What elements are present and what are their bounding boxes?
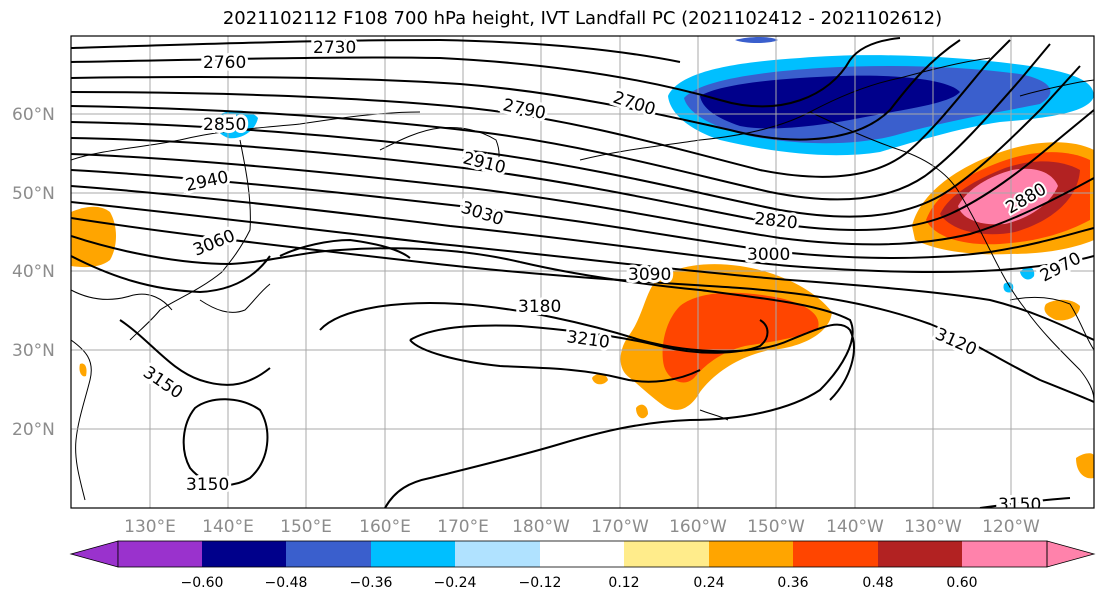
colorbar-swatch xyxy=(118,541,202,567)
colorbar-tick-label: 0.24 xyxy=(693,575,724,591)
lon-label: 170°W xyxy=(591,517,649,537)
lon-label: 150°W xyxy=(747,517,805,537)
colorbar-swatch xyxy=(878,541,962,567)
colorbar-tick-label: −0.12 xyxy=(519,575,562,591)
longitude-labels: 130°E 140°E 150°E 160°E 170°E 180°W 170°… xyxy=(124,517,1040,537)
colorbar: −0.60 −0.48 −0.36 −0.24 −0.12 0.12 0.24 … xyxy=(69,540,1096,591)
contour-label: 2730 xyxy=(313,38,356,58)
colorbar-extend-high xyxy=(1046,540,1096,568)
colorbar-extend-low xyxy=(69,540,119,568)
colorbar-swatch xyxy=(709,541,793,567)
colorbar-swatch xyxy=(202,541,286,567)
colorbar-tick-label: 0.12 xyxy=(608,575,639,591)
colorbar-swatch xyxy=(371,541,455,567)
colorbar-tick-label: 0.36 xyxy=(777,575,808,591)
colorbar-tick-label: −0.60 xyxy=(181,575,224,591)
lon-label: 140°W xyxy=(826,517,884,537)
lon-label: 170°E xyxy=(437,517,489,537)
colorbar-tick-label: −0.36 xyxy=(350,575,393,591)
contour-label: 2760 xyxy=(203,53,246,73)
lon-label: 140°E xyxy=(202,517,254,537)
colorbar-tick-label: −0.24 xyxy=(434,575,477,591)
lon-label: 130°W xyxy=(904,517,962,537)
colorbar-swatch xyxy=(540,541,624,567)
contour-label: 3150 xyxy=(186,475,229,495)
contour-label: 3000 xyxy=(747,245,790,265)
map-title: 2021102112 F108 700 hPa height, IVT Land… xyxy=(222,8,943,29)
colorbar-tick-label: 0.60 xyxy=(946,575,977,591)
latitude-labels: 60°N 50°N 40°N 30°N 20°N xyxy=(12,105,55,440)
map-panel: 2730 2760 2700 2790 2850 2910 2940 3030 … xyxy=(71,36,1094,515)
colorbar-swatch xyxy=(286,541,371,567)
lon-label: 160°W xyxy=(669,517,727,537)
lat-label: 30°N xyxy=(12,341,55,361)
lat-label: 50°N xyxy=(12,184,55,204)
contour-label: 3150 xyxy=(998,495,1041,515)
colorbar-swatch xyxy=(624,541,709,567)
colorbar-tick-label: 0.48 xyxy=(862,575,893,591)
lat-label: 60°N xyxy=(12,105,55,125)
colorbar-swatch xyxy=(793,541,878,567)
lat-label: 40°N xyxy=(12,262,55,282)
map-frame xyxy=(70,35,1095,509)
contour-label: 3180 xyxy=(518,297,561,317)
contour-label: 2850 xyxy=(203,115,246,135)
colorbar-tick-label: −0.48 xyxy=(265,575,308,591)
lon-label: 180°W xyxy=(512,517,570,537)
lon-label: 160°E xyxy=(359,517,411,537)
lat-label: 20°N xyxy=(12,420,55,440)
contour-label: 3090 xyxy=(628,265,671,285)
lon-label: 130°E xyxy=(124,517,176,537)
lon-label: 120°W xyxy=(982,517,1040,537)
colorbar-swatch xyxy=(962,541,1047,567)
height-contours xyxy=(71,37,1094,508)
lon-label: 150°E xyxy=(280,517,332,537)
colorbar-swatch xyxy=(455,541,540,567)
